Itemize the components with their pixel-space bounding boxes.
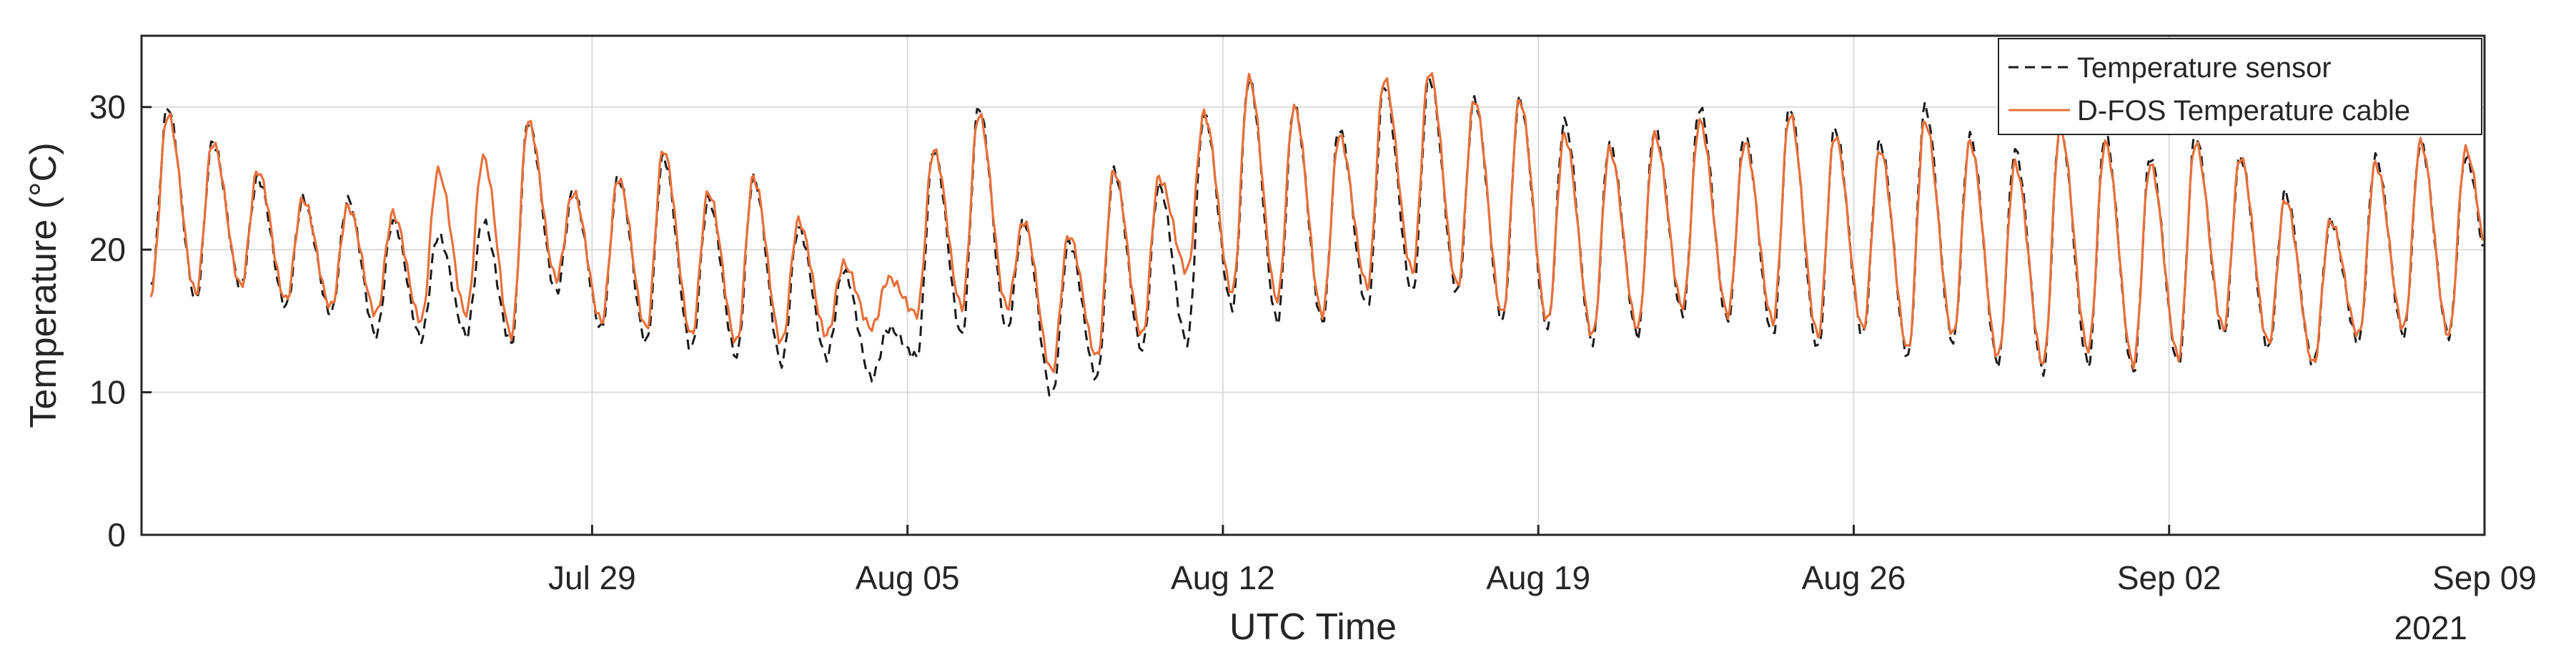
plot-area-frame: [140, 34, 2486, 536]
x-tick-label: Aug 05: [856, 559, 960, 596]
x-tick-label: Sep 09: [2432, 559, 2537, 596]
x-tick-label: Aug 26: [1802, 559, 1906, 596]
legend-entry-dfos-cable: D-FOS Temperature cable: [2077, 95, 2410, 127]
legend: Temperature sensor D-FOS Temperature cab…: [1998, 38, 2482, 135]
y-tick-label: 10: [89, 374, 126, 411]
y-axis-label: Temperature (°C): [23, 142, 64, 428]
y-tick-label: 0: [107, 516, 126, 553]
x-tick-label: Aug 12: [1171, 559, 1275, 596]
y-tick-label: 30: [89, 89, 126, 126]
x-tick-label: Jul 29: [548, 559, 636, 596]
legend-box: [1998, 38, 2482, 135]
x-tick-label: Sep 02: [2117, 559, 2221, 596]
legend-entry-temperature-sensor: Temperature sensor: [2077, 52, 2332, 84]
x-axis-label: UTC Time: [1229, 606, 1397, 648]
axis-ticks: 0 10 20 30 Jul 29 Aug 05 Aug 12 Aug 19 Aug 26 Sep…: [89, 89, 2537, 596]
x-tick-label: Aug 19: [1486, 559, 1590, 596]
y-tick-label: 20: [89, 231, 126, 268]
series-line-dfos-cable: [149, 72, 2484, 373]
series-lines: [149, 72, 2484, 397]
x-axis-year-label: 2021: [2394, 609, 2467, 646]
